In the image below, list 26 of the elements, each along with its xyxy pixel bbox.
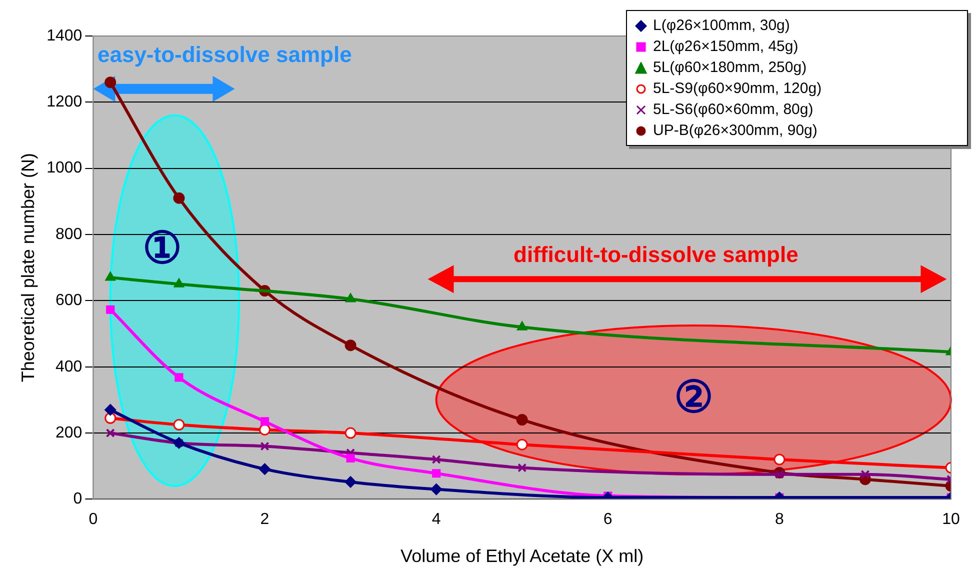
legend-label: UP-B(φ26×300mm, 90g) [653,121,818,141]
legend-label: 2L(φ26×150mm, 45g) [653,37,798,57]
annotation: easy-to-dissolve sample [97,42,352,67]
annotation: ① [142,224,182,274]
y-axis-title: Theoretical plate number (N) [18,153,38,382]
annotation: ② [674,373,714,422]
y-tick-label: 1200 [46,94,82,111]
y-tick-label: 600 [55,292,82,310]
y-tick-label: 1400 [46,27,82,44]
x-axis-title: Volume of Ethyl Acetate (X ml) [400,546,644,566]
annotation: difficult-to-dissolve sample [514,242,798,268]
y-tick-label: 200 [55,424,82,442]
y-tick-label: 800 [55,226,82,243]
x-tick-label: 6 [603,511,612,528]
y-tick-label: 0 [73,490,82,508]
legend-label: 5L-S9(φ60×90mm, 120g) [653,79,822,99]
legend-label: 5L-S6(φ60×60mm, 80g) [653,100,814,120]
y-tick-label: 400 [55,358,82,376]
x-tick-label: 10 [942,511,960,528]
y-tick-label: 1000 [46,160,82,177]
legend-label: L(φ26×100mm, 30g) [653,16,790,36]
x-tick-label: 0 [88,511,98,528]
x-tick-label: 8 [774,511,784,528]
x-tick-label: 4 [432,511,441,528]
x-tick-label: 2 [260,511,270,528]
legend-label: 5L(φ60×180mm, 250g) [653,58,807,78]
